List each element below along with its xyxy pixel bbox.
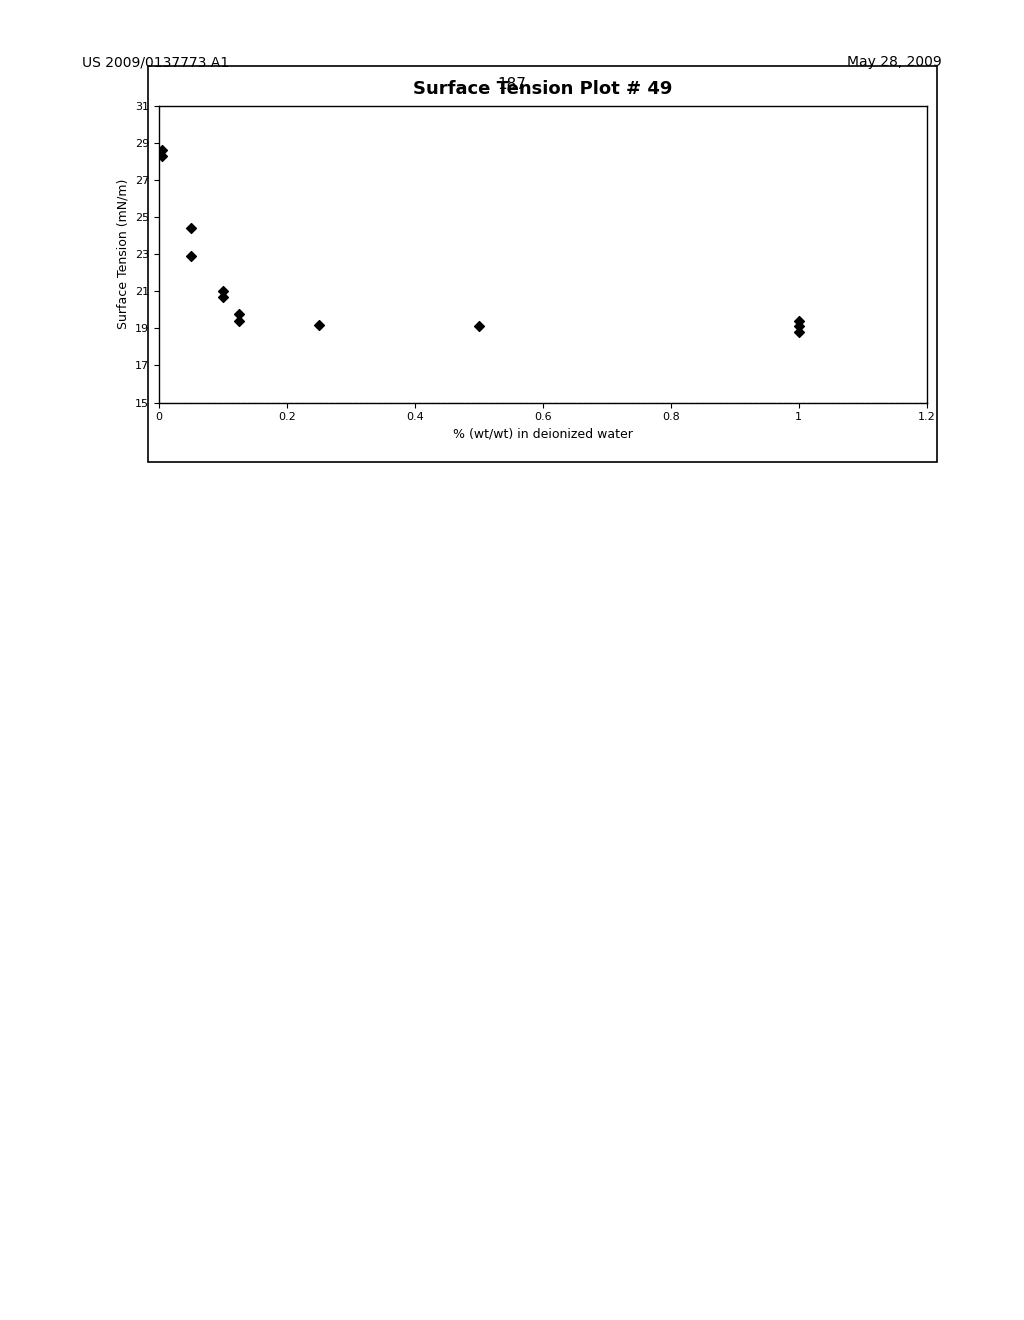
Point: [310, 314, 327, 335]
X-axis label: % (wt/wt) in deionized water: % (wt/wt) in deionized water: [453, 428, 633, 441]
Point: [215, 281, 231, 302]
Point: [230, 304, 247, 325]
Point: [791, 322, 807, 343]
Point: [182, 218, 199, 239]
Point: [791, 315, 807, 337]
Point: [791, 310, 807, 331]
Point: [154, 140, 170, 161]
Text: 187: 187: [498, 77, 526, 91]
Point: [471, 315, 487, 337]
Text: May 28, 2009: May 28, 2009: [847, 55, 942, 70]
Point: [230, 310, 247, 331]
Y-axis label: Surface Tension (mN/m): Surface Tension (mN/m): [116, 180, 129, 329]
Point: [182, 246, 199, 267]
Point: [215, 286, 231, 308]
Title: Surface Tension Plot # 49: Surface Tension Plot # 49: [413, 81, 673, 99]
Point: [154, 145, 170, 166]
Text: US 2009/0137773 A1: US 2009/0137773 A1: [82, 55, 229, 70]
